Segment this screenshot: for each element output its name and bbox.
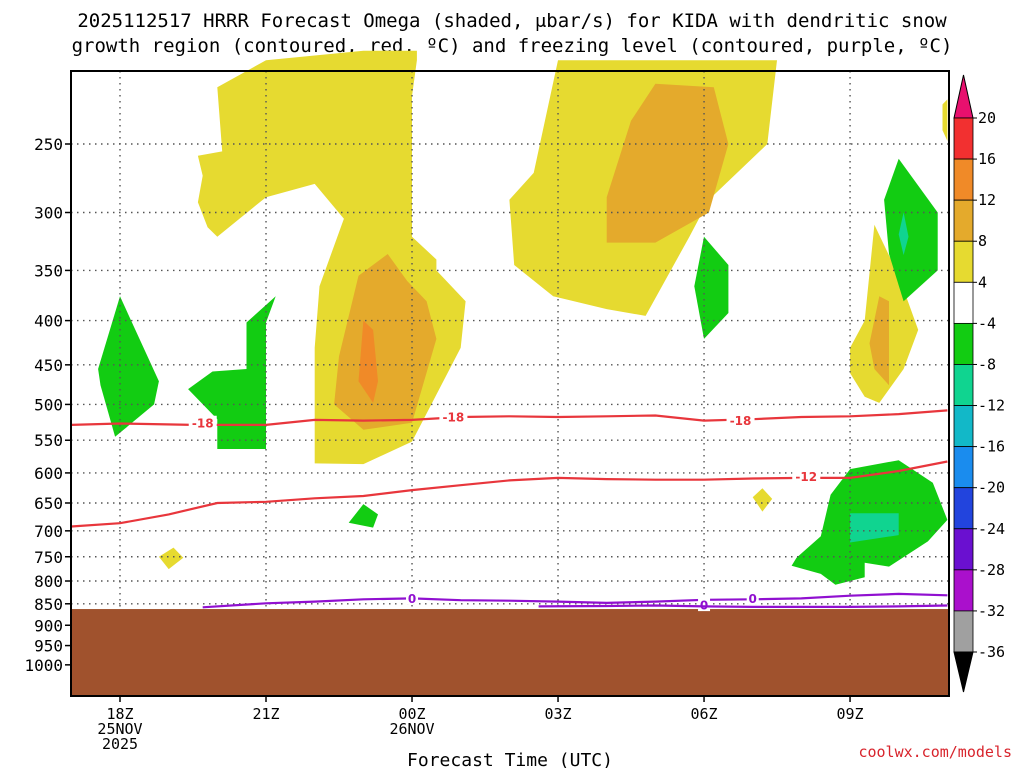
colorbar-band [953, 117, 974, 160]
contour-lines: -18 -18 -18-120 0 0 [71, 409, 948, 613]
freezing-level-0-label-bg [698, 598, 711, 612]
colorbar-label: -16 [978, 438, 1005, 456]
dgz-minus12-label-bg [792, 469, 821, 483]
colorbar-bottom-arrow [953, 651, 974, 693]
dgz-minus18-label-bg [439, 409, 468, 423]
omega-green-2 [188, 296, 276, 449]
colorbar-label: 16 [978, 150, 996, 168]
omega-orange-upper-middle [606, 83, 729, 243]
colorbar-band [953, 569, 974, 612]
y-tick-label: 950 [34, 637, 63, 656]
y-tick-label: 700 [34, 522, 63, 541]
omega-green-small [348, 504, 378, 528]
omega-yellow-top-right [942, 99, 948, 141]
colorbar-label: -12 [978, 397, 1005, 415]
y-axis-ticks: 250 300 350 400 450 500 550 600 650 700 750 800 850 9… [24, 135, 71, 675]
colorbar-band [953, 158, 974, 201]
colorbar-label: 20 [978, 109, 996, 127]
freezing-level-0b-line [538, 604, 948, 608]
credit-text: coolwx.com/models [858, 743, 1012, 761]
colorbar-label: -28 [978, 561, 1005, 579]
colorbar-band [953, 487, 974, 530]
dgz-minus18-label: -18 [192, 416, 214, 430]
colorbar-top-arrow [953, 74, 974, 119]
y-tick-label: 750 [34, 548, 63, 567]
omega-shaded-regions [98, 50, 948, 585]
y-tick-label: 550 [34, 431, 63, 450]
chart-title-line1: 2025112517 HRRR Forecast Omega (shaded, … [77, 10, 947, 32]
y-tick-label: 450 [34, 356, 63, 375]
colorbar-label: -20 [978, 479, 1005, 497]
colorbar-band [953, 405, 974, 448]
omega-orange-left [334, 254, 437, 430]
omega-teal-upper-right [898, 212, 909, 256]
x-tick-label: 06Z [690, 705, 717, 723]
dgz-minus18-line [71, 409, 948, 426]
colorbar-band [953, 364, 974, 406]
y-tick-label: 300 [34, 204, 63, 223]
dgz-minus18-label-bg [188, 415, 217, 429]
dgz-minus18-label-bg [726, 413, 755, 427]
dgz-minus12-label: -12 [795, 470, 817, 484]
omega-green-mid [694, 236, 729, 339]
freezing-level-0-label-bg [406, 591, 419, 605]
x-tick-label: 21Z [252, 705, 279, 723]
y-tick-label: 250 [34, 135, 63, 154]
omega-orange-right [869, 296, 889, 386]
colorbar-band [953, 281, 974, 324]
y-tick-label: 400 [34, 312, 63, 331]
omega-yellow-small-1 [158, 547, 184, 570]
omega-green-left [98, 296, 159, 437]
colorbar-band [953, 610, 974, 653]
colorbar-band [953, 322, 974, 365]
y-tick-label: 900 [34, 616, 63, 635]
colorbar-band [953, 199, 974, 242]
omega-teal-lower-right [850, 513, 899, 543]
freezing-level-0-label: 0 [408, 592, 416, 606]
x-tick-label: 26NOV [389, 720, 434, 738]
x-tick-label: 25NOV [97, 720, 142, 738]
y-tick-label: 800 [34, 572, 63, 591]
freezing-level-0-label: 0 [749, 592, 757, 606]
colorbar-label: -4 [978, 314, 996, 332]
x-axis-title: Forecast Time (UTC) [407, 750, 613, 768]
colorbar-label: 8 [978, 232, 987, 250]
omega-yellow-small-2 [752, 488, 773, 512]
y-tick-label: 1000 [24, 656, 63, 675]
y-tick-label: 500 [34, 395, 63, 414]
colorbar: 20 16 12 8 4 -4 -8 -12 -16 -20 -24 -28 -32 -36 [953, 74, 1005, 693]
colorbar-label: 12 [978, 191, 996, 209]
colorbar-band [953, 528, 974, 571]
colorbar-label: -36 [978, 643, 1005, 661]
below-ground-area [71, 609, 949, 696]
colorbar-band [953, 446, 974, 489]
omega-green-upper-right [884, 158, 938, 302]
y-tick-label: 850 [34, 595, 63, 614]
freezing-level-0-label-bg [746, 591, 759, 605]
dgz-minus18-label: -18 [730, 414, 752, 428]
colorbar-label: 4 [978, 273, 987, 291]
freezing-level-0-line [202, 592, 948, 609]
colorbar-label: -24 [978, 520, 1005, 538]
plot-frame [70, 70, 950, 697]
colorbar-band [953, 240, 974, 283]
y-tick-label: 600 [34, 464, 63, 483]
y-tick-label: 650 [34, 494, 63, 513]
x-tick-label: 2025 [102, 735, 138, 753]
y-tick-label: 350 [34, 261, 63, 280]
omega-darkorange-left [358, 320, 378, 403]
x-tick-label: 03Z [544, 705, 571, 723]
x-tick-label: 00Z [398, 705, 425, 723]
colorbar-label: -32 [978, 602, 1005, 620]
x-tick-label: 18Z [106, 705, 133, 723]
colorbar-label: -8 [978, 355, 996, 373]
x-tick-label: 09Z [837, 705, 864, 723]
dgz-minus18-label: -18 [443, 410, 465, 424]
chart-title-line2: growth region (contoured, red, ºC) and f… [72, 35, 953, 57]
